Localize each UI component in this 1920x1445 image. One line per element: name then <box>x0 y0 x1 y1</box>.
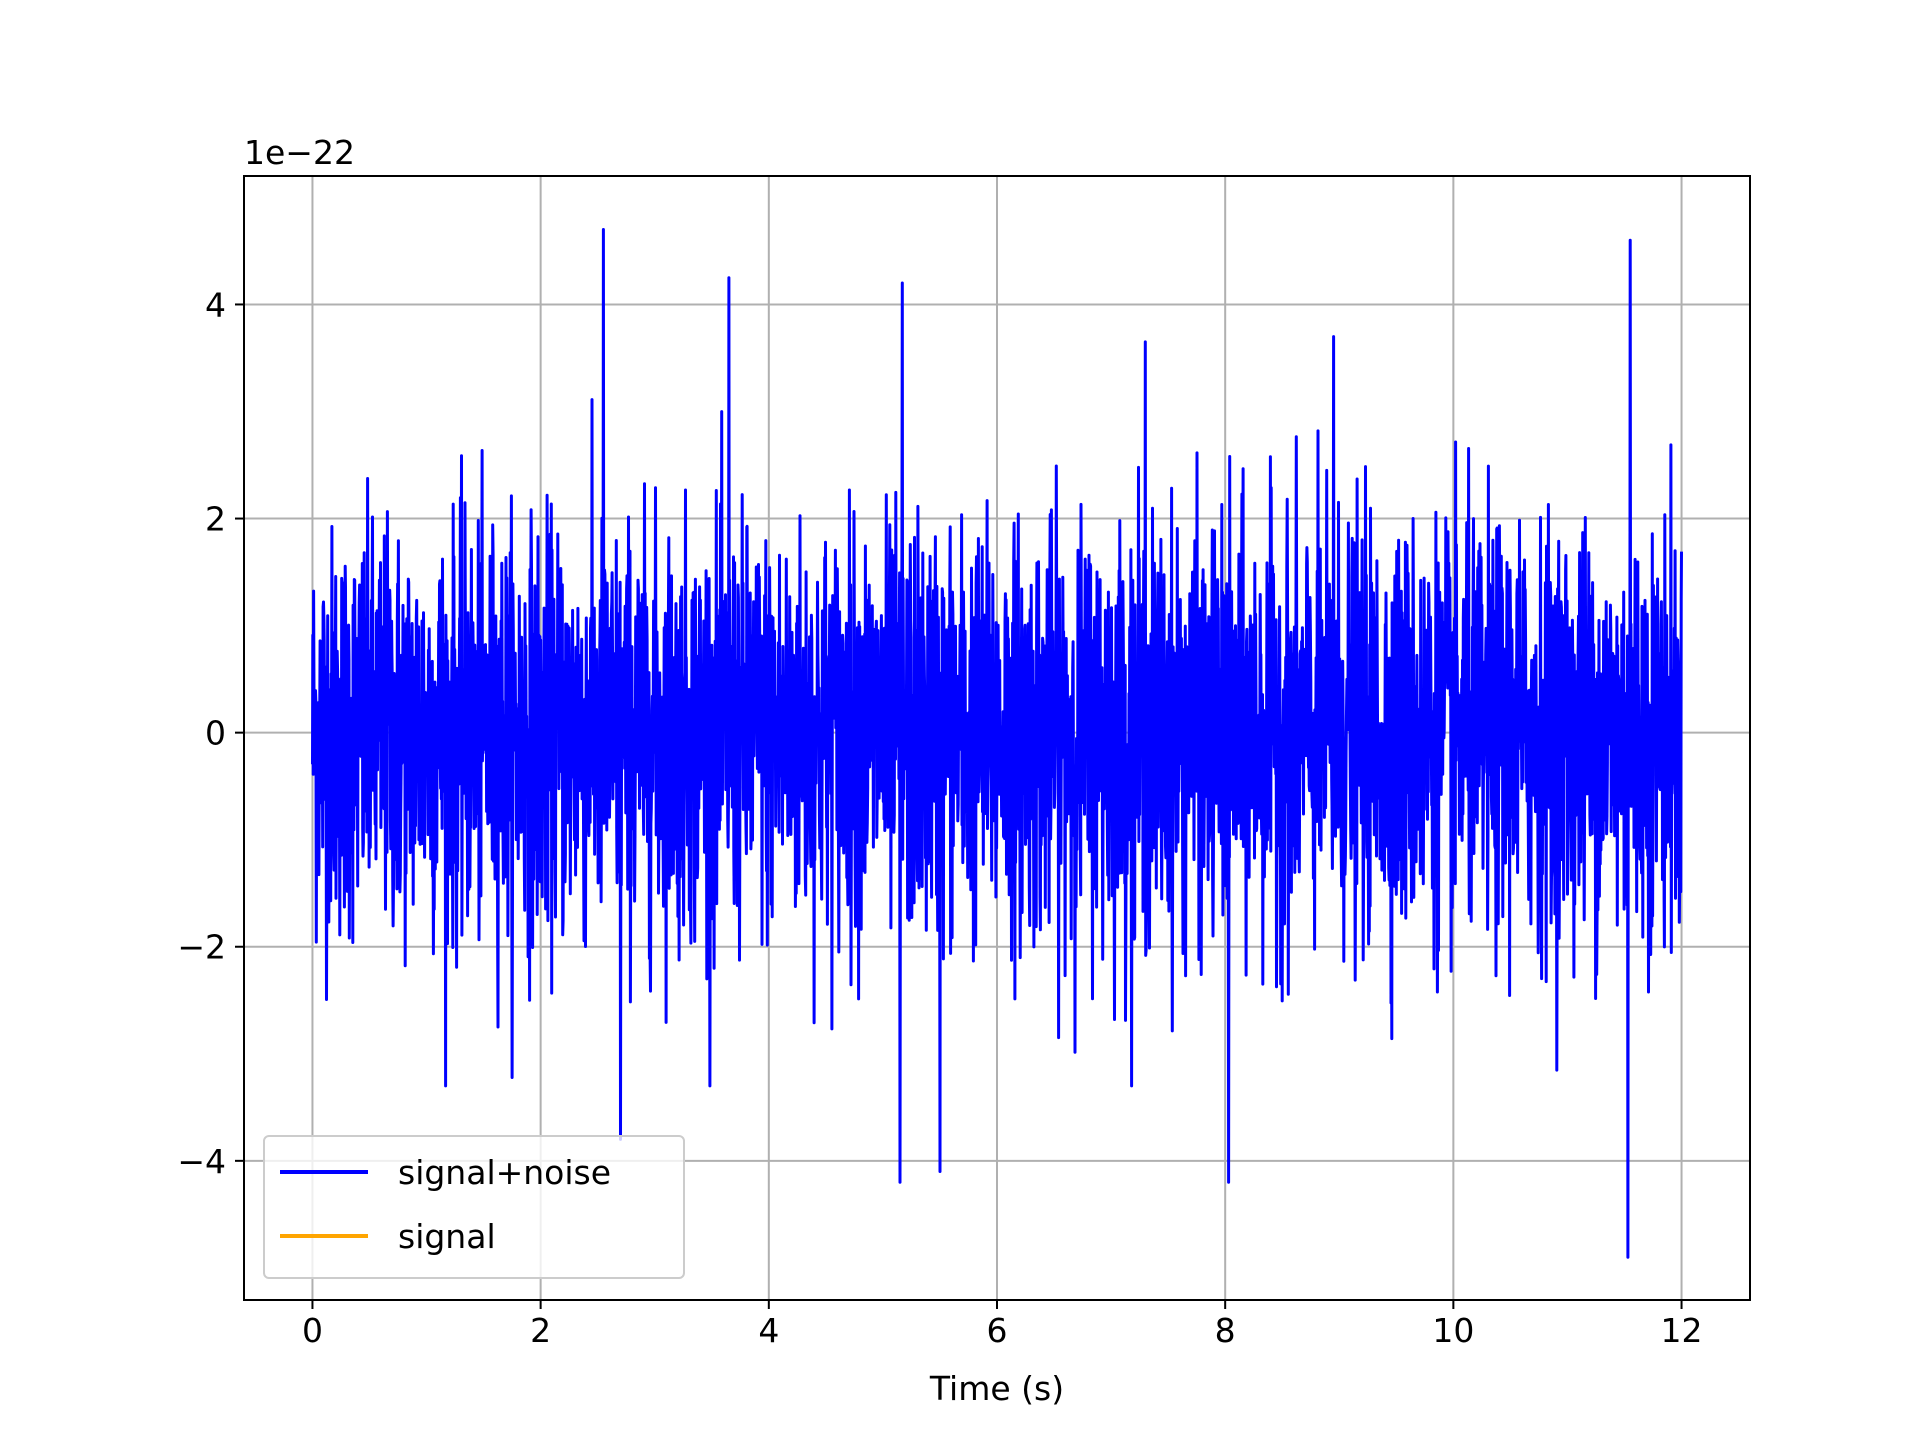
x-tick-label: 0 <box>302 1311 323 1350</box>
x-tick-label: 2 <box>530 1311 551 1350</box>
y-offset-label: 1e−22 <box>244 133 355 172</box>
x-tick-label: 12 <box>1661 1311 1703 1350</box>
x-tick-label: 8 <box>1215 1311 1236 1350</box>
series-line-signal-noise <box>311 228 1683 1259</box>
legend-box <box>263 1135 685 1279</box>
y-tick-label: −2 <box>177 928 226 967</box>
x-tick-label: 10 <box>1432 1311 1474 1350</box>
x-tick-label: 6 <box>987 1311 1008 1350</box>
ticks: 0 2 4 6 8 10 12 −4 −2 0 2 4 <box>177 285 1702 1350</box>
y-tick-label: 2 <box>205 500 226 539</box>
y-tick-label: −4 <box>177 1142 226 1181</box>
y-tick-label: 4 <box>205 285 226 324</box>
series-layer <box>311 228 1683 1259</box>
legend-label: signal <box>398 1217 496 1256</box>
legend-label: signal+noise <box>398 1153 611 1192</box>
x-tick-label: 4 <box>758 1311 779 1350</box>
x-axis-label: Time (s) <box>929 1369 1064 1408</box>
y-tick-label: 0 <box>205 714 226 753</box>
legend: signal+noise signal <box>263 1135 685 1279</box>
